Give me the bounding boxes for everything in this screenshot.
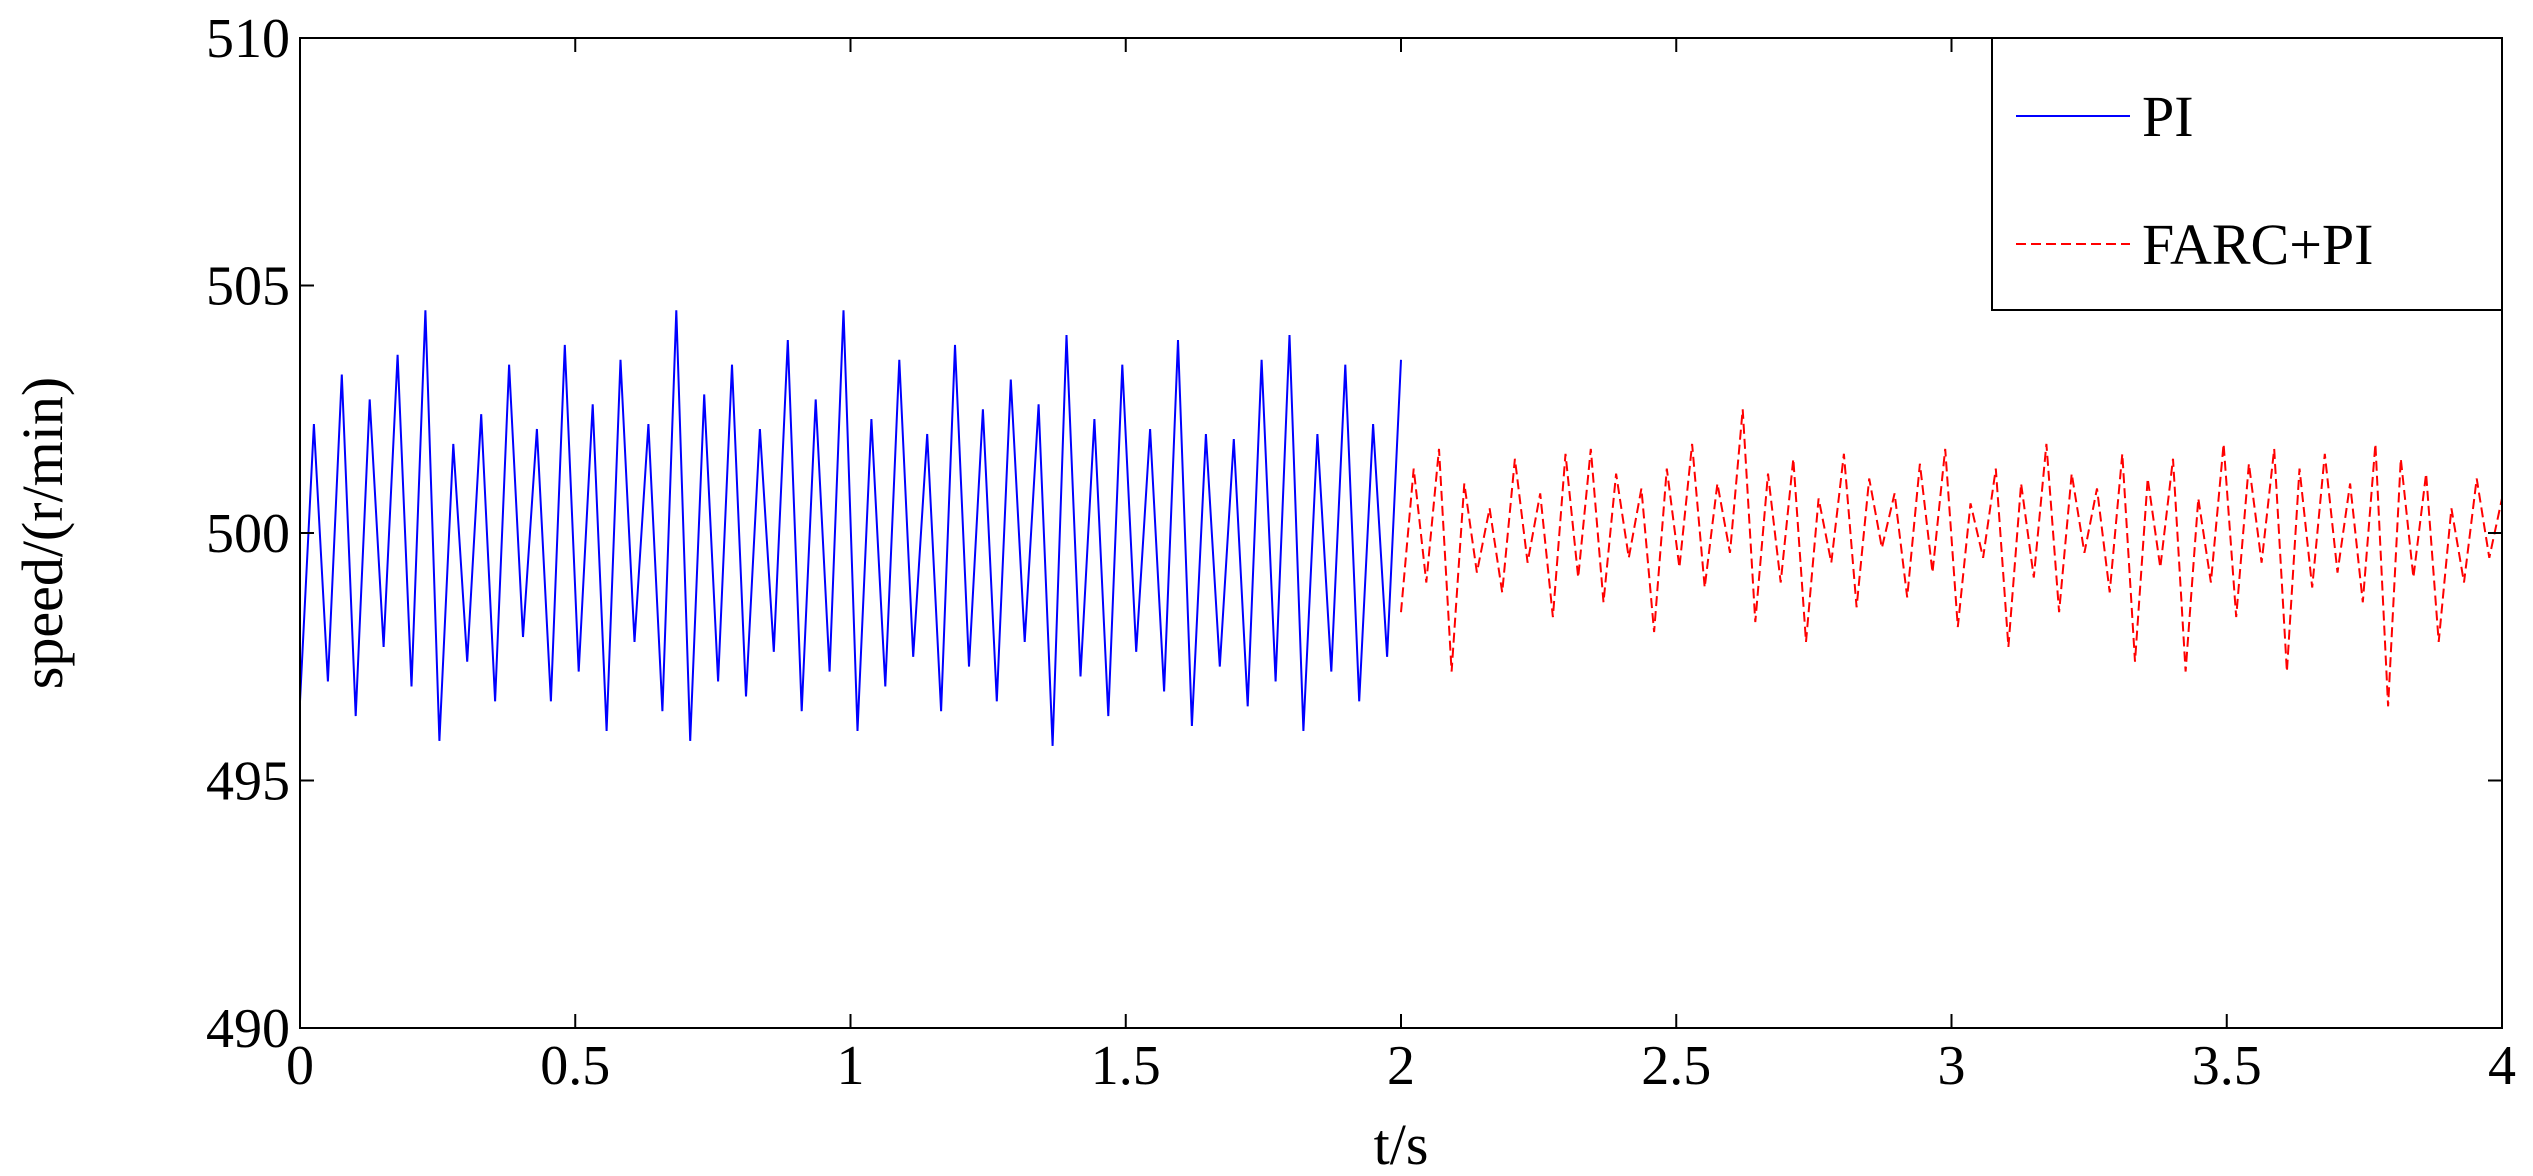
y-tick-label: 495 <box>206 751 290 813</box>
legend: PI FARC+PI <box>1991 37 2503 311</box>
x-tick-label: 1 <box>837 1035 865 1097</box>
series-line-pi <box>299 310 1402 746</box>
y-tick-label: 490 <box>206 998 290 1060</box>
axes-layer: 0 0.5 1 1.5 2 2.5 3 3.5 4 490 495 500 505 510 <box>206 8 2516 1097</box>
legend-label: PI <box>2142 84 2194 149</box>
x-axis-label: t/s <box>1374 1112 1429 1176</box>
y-tick-label: 510 <box>206 8 290 70</box>
x-tick-label: 0.5 <box>540 1035 610 1097</box>
series-line-farc-pi <box>1400 409 2503 707</box>
x-tick-label: 3 <box>1938 1035 1966 1097</box>
y-axis-label: speed/(r/min) <box>10 377 75 689</box>
legend-label: FARC+PI <box>2142 212 2374 277</box>
x-tick-label: 1.5 <box>1091 1035 1161 1097</box>
y-tick-label: 500 <box>206 503 290 565</box>
y-tick-label: 505 <box>206 256 290 318</box>
x-tick-label: 0 <box>286 1035 314 1097</box>
x-tick-label: 2 <box>1387 1035 1415 1097</box>
x-tick-label: 2.5 <box>1641 1035 1711 1097</box>
legend-box <box>1991 37 2503 311</box>
x-tick-label: 3.5 <box>2192 1035 2262 1097</box>
series-layer <box>299 310 2503 746</box>
x-tick-label: 4 <box>2488 1035 2516 1097</box>
